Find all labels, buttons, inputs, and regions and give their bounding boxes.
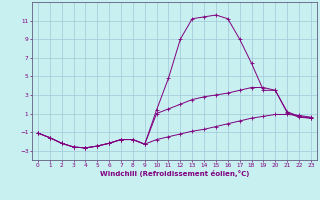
X-axis label: Windchill (Refroidissement éolien,°C): Windchill (Refroidissement éolien,°C) — [100, 170, 249, 177]
